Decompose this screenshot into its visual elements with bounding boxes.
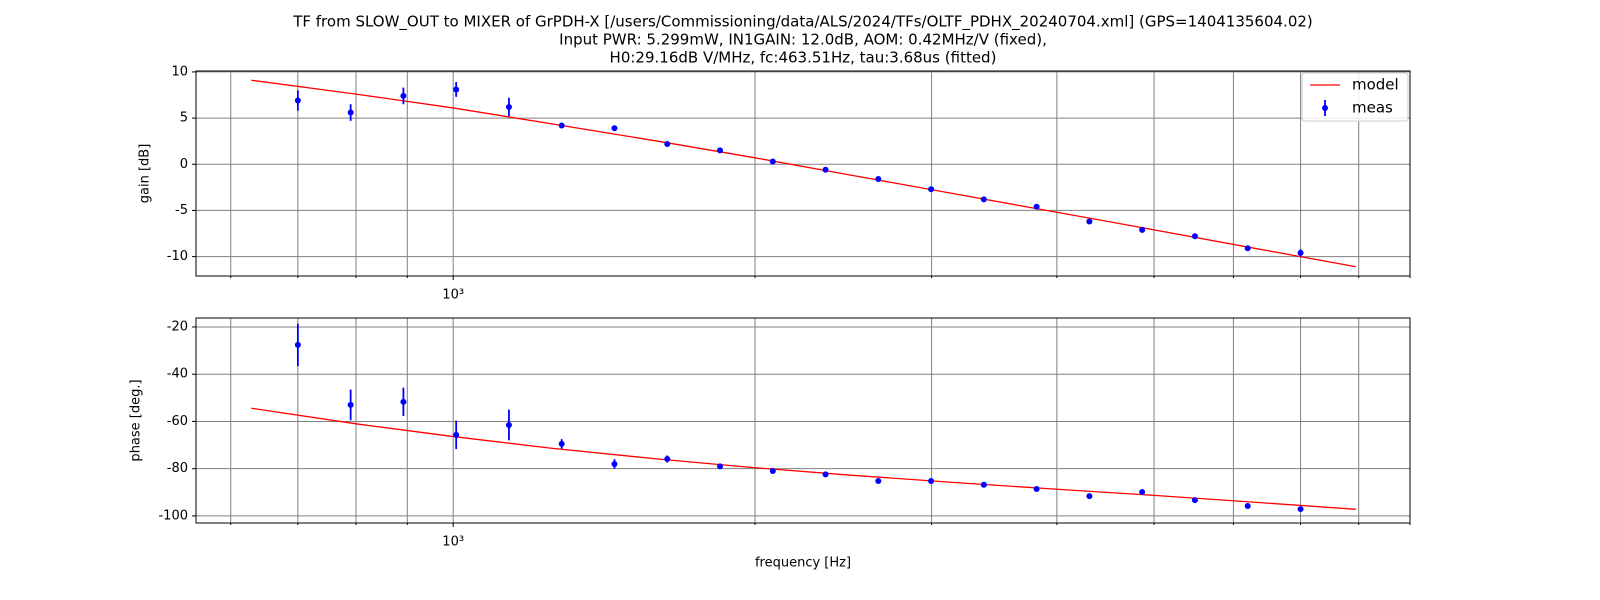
data-point xyxy=(664,140,671,147)
y-tick-label: -10 xyxy=(167,249,188,264)
data-point xyxy=(558,122,565,129)
data-point xyxy=(1297,506,1304,513)
data-point xyxy=(400,92,407,99)
data-point xyxy=(769,158,776,165)
data-point xyxy=(717,463,724,470)
y-tick-label: 5 xyxy=(180,111,188,126)
data-point xyxy=(1033,203,1040,210)
data-point xyxy=(980,196,987,203)
data-point xyxy=(294,341,301,348)
data-point xyxy=(1139,226,1146,233)
y-tick-label: 10 xyxy=(171,64,188,79)
data-point xyxy=(1139,489,1146,496)
chart-title: Input PWR: 5.299mW, IN1GAIN: 12.0dB, AOM… xyxy=(559,31,1047,49)
data-point xyxy=(1297,249,1304,256)
data-point xyxy=(717,147,724,154)
chart-title: H0:29.16dB V/MHz, fc:463.51Hz, tau:3.68u… xyxy=(610,49,997,67)
data-point xyxy=(347,401,354,408)
plot-frame xyxy=(195,70,1411,277)
y-tick-label: -5 xyxy=(175,203,188,218)
data-point xyxy=(822,166,829,173)
y-tick-label: 0 xyxy=(180,157,188,172)
data-point xyxy=(769,468,776,475)
x-axis-label: frequency [Hz] xyxy=(755,556,851,571)
legend-label: model xyxy=(1352,76,1399,94)
data-point xyxy=(875,176,882,183)
data-point xyxy=(928,477,935,484)
data-point xyxy=(822,471,829,478)
y-tick-label: -40 xyxy=(167,367,188,382)
y-axis-label: phase [deg.] xyxy=(129,379,144,461)
chart-title: TF from SLOW_OUT to MIXER of GrPDH-X [/u… xyxy=(292,13,1313,32)
data-point xyxy=(505,421,512,428)
data-point xyxy=(980,481,987,488)
data-point xyxy=(611,125,618,132)
data-point xyxy=(1033,485,1040,492)
legend-swatch xyxy=(1322,105,1328,111)
x-tick-label: 10³ xyxy=(442,288,464,303)
y-tick-label: -100 xyxy=(158,508,188,523)
data-point xyxy=(505,104,512,111)
data-point xyxy=(1244,245,1251,252)
data-point xyxy=(611,460,618,467)
data-point xyxy=(347,109,354,116)
model-line xyxy=(251,407,1357,510)
data-point xyxy=(1191,497,1198,504)
data-point xyxy=(558,440,565,447)
data-point xyxy=(453,86,460,93)
data-point xyxy=(928,186,935,193)
data-point xyxy=(400,398,407,405)
data-point xyxy=(1244,502,1251,509)
y-axis-label: gain [dB] xyxy=(138,144,153,204)
data-point xyxy=(1191,233,1198,240)
data-point xyxy=(664,455,671,462)
legend-label: meas xyxy=(1352,99,1393,117)
y-tick-label: -20 xyxy=(167,319,188,334)
data-point xyxy=(294,97,301,104)
data-point xyxy=(1086,493,1093,500)
data-point xyxy=(1086,218,1093,225)
x-tick-label: 10³ xyxy=(442,535,464,550)
plot-frame xyxy=(195,317,1411,524)
y-tick-label: -80 xyxy=(167,461,188,476)
data-point xyxy=(875,477,882,484)
y-tick-label: -60 xyxy=(167,414,188,429)
model-line xyxy=(251,79,1357,268)
data-point xyxy=(453,431,460,438)
